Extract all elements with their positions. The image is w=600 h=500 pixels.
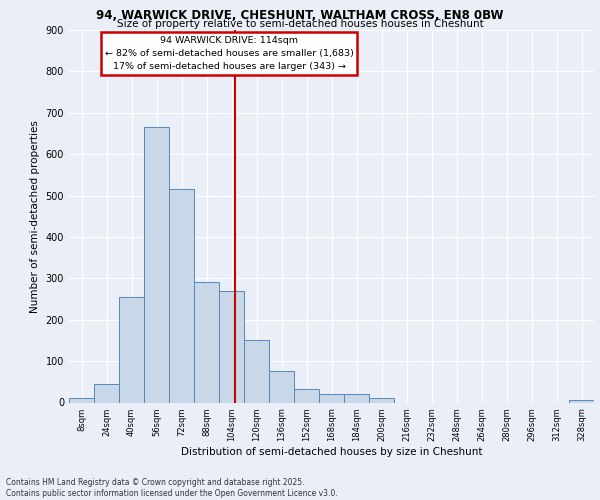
Bar xyxy=(94,384,119,402)
Bar xyxy=(69,398,94,402)
Bar xyxy=(369,398,394,402)
Bar xyxy=(144,128,169,402)
X-axis label: Distribution of semi-detached houses by size in Cheshunt: Distribution of semi-detached houses by … xyxy=(181,447,482,457)
Text: Contains HM Land Registry data © Crown copyright and database right 2025.
Contai: Contains HM Land Registry data © Crown c… xyxy=(6,478,338,498)
Bar xyxy=(219,291,244,403)
Text: Size of property relative to semi-detached houses houses in Cheshunt: Size of property relative to semi-detach… xyxy=(116,19,484,29)
Bar xyxy=(569,400,594,402)
Bar xyxy=(344,394,369,402)
Bar xyxy=(269,372,294,402)
Text: 94 WARWICK DRIVE: 114sqm
← 82% of semi-detached houses are smaller (1,683)
17% o: 94 WARWICK DRIVE: 114sqm ← 82% of semi-d… xyxy=(104,36,353,71)
Y-axis label: Number of semi-detached properties: Number of semi-detached properties xyxy=(30,120,40,312)
Bar xyxy=(194,282,219,403)
Bar xyxy=(244,340,269,402)
Bar xyxy=(169,190,194,402)
Text: 94, WARWICK DRIVE, CHESHUNT, WALTHAM CROSS, EN8 0BW: 94, WARWICK DRIVE, CHESHUNT, WALTHAM CRO… xyxy=(96,9,504,22)
Bar xyxy=(294,390,319,402)
Bar xyxy=(319,394,344,402)
Bar xyxy=(119,297,144,403)
